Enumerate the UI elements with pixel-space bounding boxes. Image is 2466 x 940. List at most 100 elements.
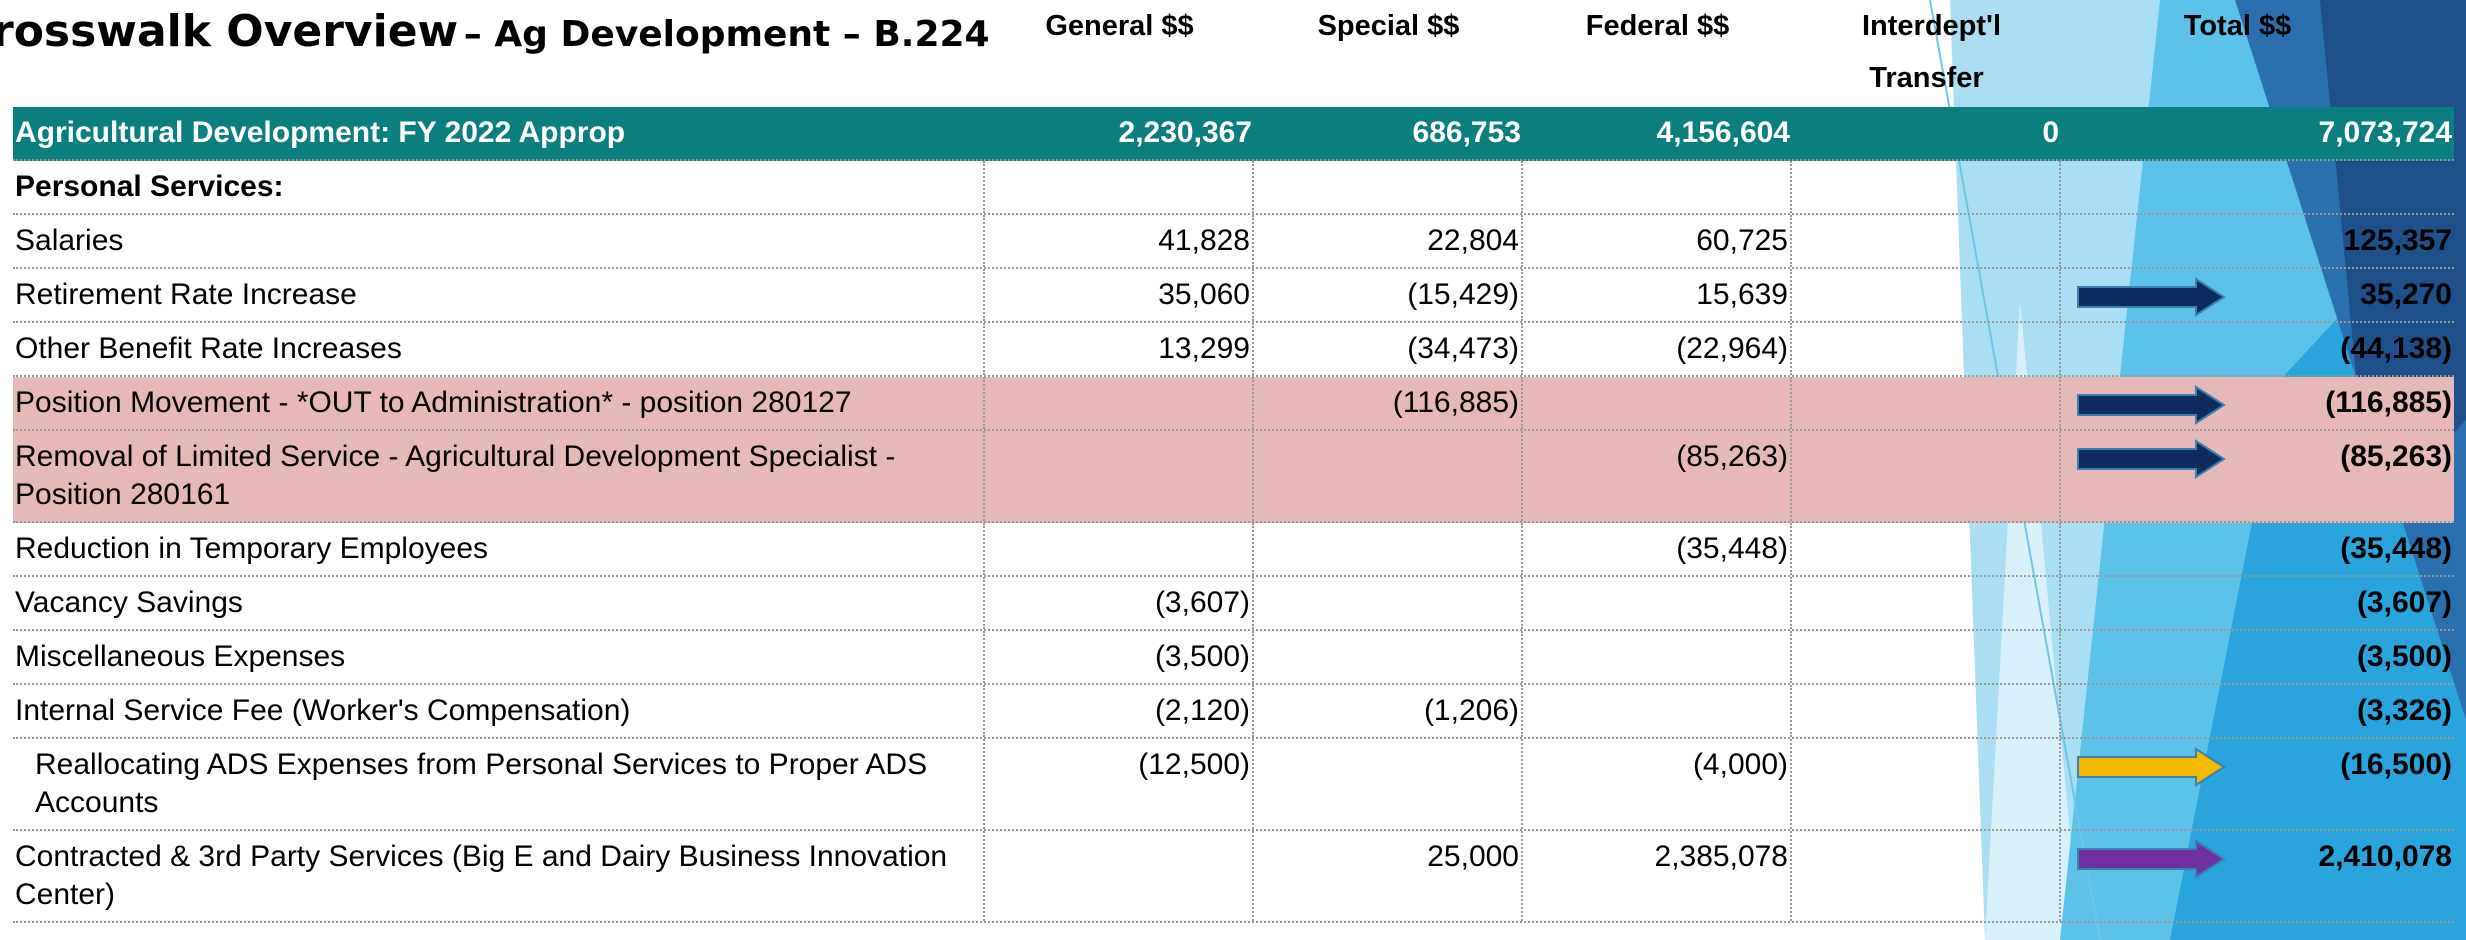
row-label: Reduction in Temporary Employees — [13, 523, 985, 575]
cell: (3,500) — [985, 631, 1254, 683]
cell: (34,473) — [1254, 323, 1523, 375]
table-row: Removal of Limited Service - Agricultura… — [13, 431, 2454, 523]
cell — [1254, 739, 1523, 829]
row-label: Contracted & 3rd Party Services (Big E a… — [13, 831, 985, 921]
arrow-icon — [2076, 439, 2226, 479]
cell: (22,964) — [1523, 323, 1792, 375]
cell — [1792, 431, 2061, 521]
cell: 7,073,724 — [2061, 107, 2454, 159]
cell: (85,263) — [1523, 431, 1792, 521]
cell: (12,500) — [985, 739, 1254, 829]
table-row: Reduction in Temporary Employees (35,448)… — [13, 523, 2454, 577]
cell: 2,385,078 — [1523, 831, 1792, 921]
cell: 686,753 — [1254, 107, 1523, 159]
cell — [985, 161, 1254, 213]
cell — [1254, 431, 1523, 521]
row-label: Personal Services: — [13, 161, 985, 213]
cell — [1792, 215, 2061, 267]
cell — [1254, 631, 1523, 683]
cell: 60,725 — [1523, 215, 1792, 267]
cell: (4,000) — [1523, 739, 1792, 829]
cell: (1,206) — [1254, 685, 1523, 737]
cell: (35,448) — [1523, 523, 1792, 575]
cell: (16,500) — [2061, 739, 2454, 829]
cell — [1254, 523, 1523, 575]
cell — [1792, 523, 2061, 575]
cell: 13,299 — [985, 323, 1254, 375]
cell: 15,639 — [1523, 269, 1792, 321]
cell: 35,060 — [985, 269, 1254, 321]
cell — [1792, 577, 2061, 629]
cell — [1792, 831, 2061, 921]
cell — [1792, 323, 2061, 375]
cell — [1523, 631, 1792, 683]
cell — [1792, 631, 2061, 683]
cell — [1254, 577, 1523, 629]
row-label: Salaries — [13, 215, 985, 267]
title-main: rosswalk Overview — [0, 6, 458, 57]
cell: (35,448) — [2061, 523, 2454, 575]
cell — [985, 523, 1254, 575]
row-label: Miscellaneous Expenses — [13, 631, 985, 683]
row-label: Retirement Rate Increase — [13, 269, 985, 321]
cell: 35,270 — [2061, 269, 2454, 321]
cell: (116,885) — [1254, 377, 1523, 429]
cell: (44,138) — [2061, 323, 2454, 375]
table: Agricultural Development: FY 2022 Approp… — [13, 107, 2454, 923]
cell — [1254, 161, 1523, 213]
cell — [1792, 377, 2061, 429]
cell — [2061, 161, 2454, 213]
row-label: Agricultural Development: FY 2022 Approp — [13, 107, 985, 159]
table-row: Internal Service Fee (Worker's Compensat… — [13, 685, 2454, 739]
cell — [1523, 685, 1792, 737]
cell — [1792, 269, 2061, 321]
row-label: Removal of Limited Service - Agricultura… — [13, 431, 985, 521]
cell: 125,357 — [2061, 215, 2454, 267]
cell — [985, 831, 1254, 921]
cell: 25,000 — [1254, 831, 1523, 921]
arrow-icon — [2076, 385, 2226, 425]
row-label: Vacancy Savings — [13, 577, 985, 629]
cell — [985, 377, 1254, 429]
table-row: Contracted & 3rd Party Services (Big E a… — [13, 831, 2454, 923]
cell — [1523, 161, 1792, 213]
table-row: Position Movement - *OUT to Administrati… — [13, 377, 2454, 431]
cell: (15,429) — [1254, 269, 1523, 321]
cell: (3,326) — [2061, 685, 2454, 737]
title: rosswalk Overview – Ag Development – B.2… — [0, 6, 990, 57]
cell — [985, 431, 1254, 521]
row-label: Other Benefit Rate Increases — [13, 323, 985, 375]
arrow-icon — [2076, 747, 2226, 787]
slide: rosswalk Overview – Ag Development – B.2… — [0, 0, 2466, 940]
cell: 22,804 — [1254, 215, 1523, 267]
cell: 4,156,604 — [1523, 107, 1792, 159]
cell: 41,828 — [985, 215, 1254, 267]
arrow-icon — [2076, 839, 2226, 879]
row-label: Reallocating ADS Expenses from Personal … — [13, 739, 985, 829]
arrow-icon — [2076, 277, 2226, 317]
cell: (3,500) — [2061, 631, 2454, 683]
cell: (85,263) — [2061, 431, 2454, 521]
cell: (2,120) — [985, 685, 1254, 737]
table-row: Vacancy Savings(3,607)(3,607) — [13, 577, 2454, 631]
cell: 2,410,078 — [2061, 831, 2454, 921]
cell — [1792, 161, 2061, 213]
cell — [1792, 685, 2061, 737]
cell: (3,607) — [985, 577, 1254, 629]
cell: 0 — [1792, 107, 2061, 159]
table-row: Miscellaneous Expenses(3,500)(3,500) — [13, 631, 2454, 685]
row-label: Internal Service Fee (Worker's Compensat… — [13, 685, 985, 737]
table-row: Personal Services: — [13, 161, 2454, 215]
cell: (116,885) — [2061, 377, 2454, 429]
cell — [1523, 377, 1792, 429]
cell — [1523, 577, 1792, 629]
cell — [1792, 739, 2061, 829]
row-label: Position Movement - *OUT to Administrati… — [13, 377, 985, 429]
table-row: Reallocating ADS Expenses from Personal … — [13, 739, 2454, 831]
cell: 2,230,367 — [985, 107, 1254, 159]
title-sub: – Ag Development – B.224 — [464, 14, 990, 55]
cell: (3,607) — [2061, 577, 2454, 629]
